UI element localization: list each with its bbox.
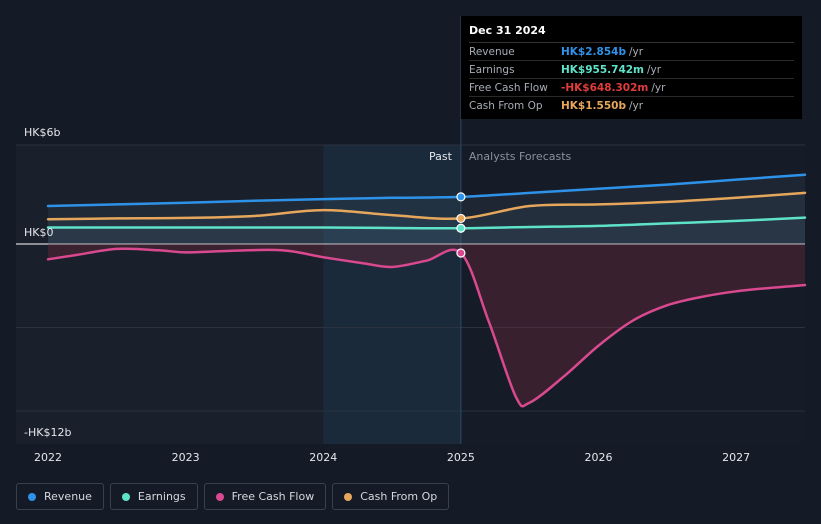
tooltip-row-cash-from-op: Cash From Op HK$1.550b /yr (469, 97, 794, 114)
x-tick-label: 2023 (172, 451, 200, 464)
legend-item-earnings[interactable]: Earnings (109, 483, 198, 510)
marker-earnings (456, 223, 466, 233)
tooltip-value: -HK$648.302m (561, 81, 649, 94)
tooltip-value: HK$2.854b (561, 45, 626, 58)
legend-dot-icon (344, 492, 353, 501)
legend-dot-icon (121, 492, 130, 501)
legend-item-cash-from-op[interactable]: Cash From Op (332, 483, 450, 510)
tooltip-row-free-cash-flow: Free Cash Flow -HK$648.302m /yr (469, 79, 794, 97)
marker-cash-from-op (456, 213, 466, 224)
x-tick-label: 2022 (34, 451, 62, 464)
tooltip-label: Revenue (469, 45, 515, 58)
legend-label: Earnings (137, 490, 186, 503)
legend-item-revenue[interactable]: Revenue (16, 483, 104, 510)
x-tick-label: 2026 (585, 451, 613, 464)
tooltip-date: Dec 31 2024 (469, 24, 794, 43)
x-tick-label: 2027 (722, 451, 750, 464)
forecast-label: Analysts Forecasts (469, 150, 572, 163)
area-free-cash-flow (48, 244, 805, 407)
x-tick-label: 2024 (309, 451, 337, 464)
legend-label: Revenue (44, 490, 92, 503)
legend-label: Free Cash Flow (231, 490, 315, 503)
legend-label: Cash From Op (360, 490, 438, 503)
past-label: Past (429, 150, 453, 163)
past-background (16, 145, 324, 444)
y-tick-label-bottom: -HK$12b (24, 426, 71, 439)
tooltip-unit: /yr (628, 99, 644, 112)
line-revenue (46, 173, 807, 208)
tooltip-label: Cash From Op (469, 99, 543, 112)
tooltip-label: Earnings (469, 63, 515, 76)
tooltip-unit: /yr (647, 63, 662, 76)
y-tick-label-zero: HK$0 (24, 226, 53, 239)
legend-item-free-cash-flow[interactable]: Free Cash Flow (203, 483, 327, 510)
tooltip-unit: /yr (651, 81, 666, 94)
y-tick-label-top: HK$6b (24, 126, 60, 139)
marker-free-cash-flow (456, 248, 466, 258)
tooltip-unit: /yr (628, 45, 644, 58)
tooltip: Dec 31 2024 Revenue HK$2.854b /yr Earnin… (461, 16, 802, 119)
forecast-background (460, 145, 805, 444)
legend-dot-icon (28, 492, 36, 501)
x-tick-label: 2025 (447, 451, 475, 464)
legend-dot-icon (215, 492, 224, 501)
tooltip-row-earnings: Earnings HK$955.742m /yr (469, 61, 794, 79)
marker-revenue (456, 192, 466, 202)
recent-past-background (323, 145, 461, 444)
tooltip-value: HK$1.550b (561, 99, 626, 112)
tooltip-label: Free Cash Flow (469, 81, 548, 94)
line-earnings (46, 216, 807, 230)
area-earnings (48, 217, 805, 244)
line-cash-from-op (46, 191, 807, 221)
tooltip-row-revenue: Revenue HK$2.854b /yr (469, 43, 794, 61)
legend: Revenue Earnings Free Cash Flow Cash Fro… (16, 483, 450, 511)
tooltip-value: HK$955.742m (561, 63, 644, 76)
